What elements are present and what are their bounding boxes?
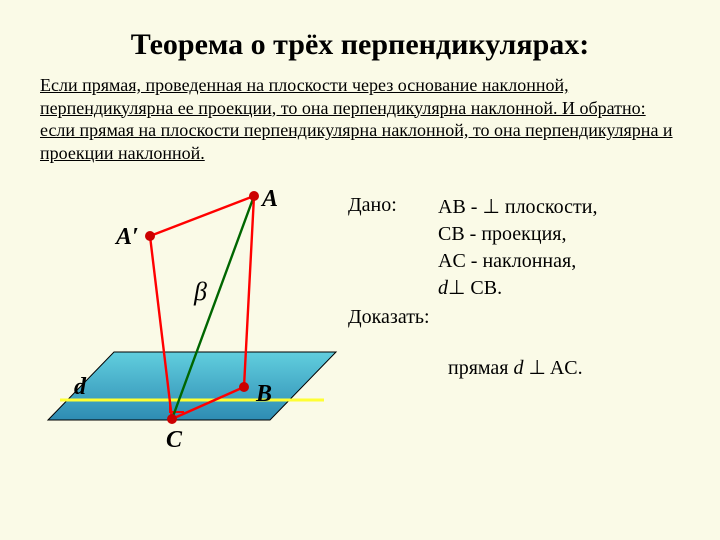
content-row: A A′ B Cβ d Дано: AB - ⊥ плоскости,CB - прое… — [40, 172, 680, 472]
svg-text:A: A — [260, 186, 278, 212]
right-column: Дано: AB - ⊥ плоскости,CB - проекция,AC … — [340, 172, 680, 380]
svg-text:β: β — [193, 277, 207, 306]
page-title: Теорема о трёх перпендикулярах: — [40, 28, 680, 62]
svg-text:C: C — [166, 427, 183, 453]
given-line: AB - ⊥ плоскости, — [438, 194, 680, 221]
given-line: AC - наклонная, — [438, 248, 680, 275]
given-line: CB - проекция, — [438, 221, 680, 248]
given-block: Дано: AB - ⊥ плоскости,CB - проекция,AC … — [348, 194, 680, 302]
svg-text:A′: A′ — [114, 224, 139, 250]
prove-body: прямая d ⊥ AC. — [448, 355, 680, 380]
given-body: AB - ⊥ плоскости,CB - проекция,AC - накл… — [438, 194, 680, 302]
prove-label: Доказать: — [348, 306, 680, 329]
theorem-text: Если прямая, проведенная на плоскости че… — [40, 74, 680, 164]
svg-text:B: B — [255, 381, 272, 407]
diagram: A A′ B Cβ d — [40, 172, 340, 472]
given-label: Дано: — [348, 194, 438, 217]
svg-text:d: d — [74, 374, 87, 400]
given-line: d⊥ CB. — [438, 275, 680, 302]
